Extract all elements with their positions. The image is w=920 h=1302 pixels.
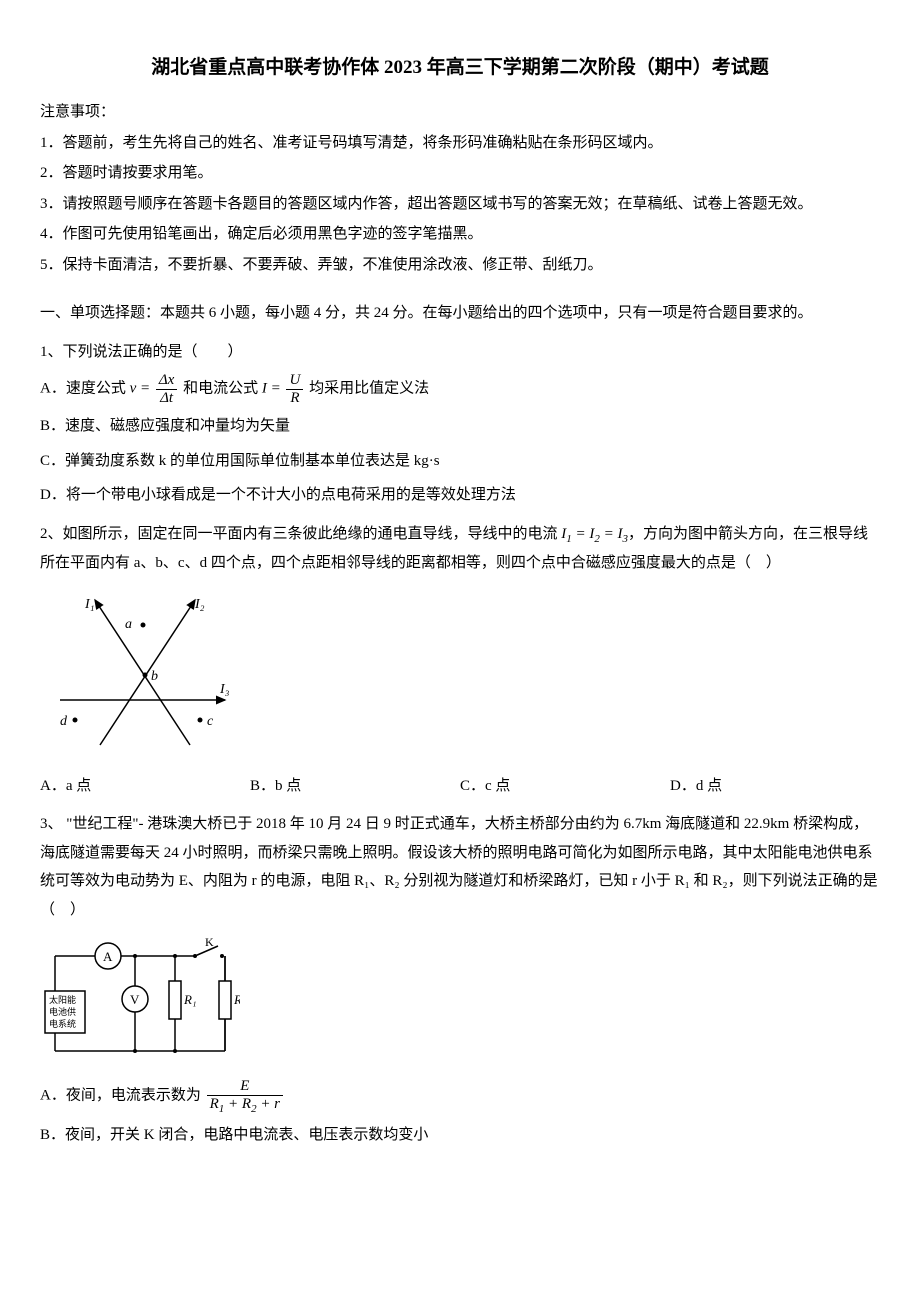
q1-optA-mid: 和电流公式 [179, 381, 262, 397]
q3-label-R2: R₂ [233, 992, 240, 1007]
q3-label-box3: 电系统 [49, 1018, 76, 1029]
notice-label: 注意事项： [40, 98, 880, 127]
q2-label-I2: I₂ [194, 597, 205, 612]
q2-optA: A．a 点 [40, 772, 250, 801]
notice-4: 4．作图可先使用铅笔画出，确定后必须用黑色字迹的签字笔描黑。 [40, 220, 880, 249]
q2-label-I3: I₃ [219, 682, 230, 697]
q1-optD: D．将一个带电小球看成是一个不计大小的点电荷采用的是等效处理方法 [40, 481, 880, 510]
exam-title: 湖北省重点高中联考协作体 2023 年高三下学期第二次阶段（期中）考试题 [40, 50, 880, 86]
q1-optC: C．弹簧劲度系数 k 的单位用国际单位制基本单位表达是 kg·s [40, 447, 880, 476]
q2-optD: D．d 点 [670, 772, 880, 801]
q1-optB: B．速度、磁感应强度和冲量均为矢量 [40, 412, 880, 441]
q2-stem-pre: 2、如图所示，固定在同一平面内有三条彼此绝缘的通电直导线，导线中的电流 [40, 526, 561, 542]
notice-2: 2．答题时请按要求用笔。 [40, 159, 880, 188]
q2-label-d: d [60, 714, 68, 729]
q3-label-box1: 太阳能 [49, 994, 76, 1005]
section1-header: 一、单项选择题：本题共 6 小题，每小题 4 分，共 24 分。在每小题给出的四… [40, 299, 880, 328]
notice-5: 5．保持卡面清洁，不要折暴、不要弄破、弄皱，不准使用涂改液、修正带、刮纸刀。 [40, 251, 880, 280]
q2-label-c: c [207, 714, 214, 729]
q3-optB: B．夜间，开关 K 闭合，电路中电流表、电压表示数均变小 [40, 1121, 880, 1150]
q2-optB: B．b 点 [250, 772, 460, 801]
q3-label-K: K [205, 936, 214, 949]
q3-label-R1: R₁ [183, 992, 196, 1007]
notice-1: 1．答题前，考生先将自己的姓名、准考证号码填写清楚，将条形码准确粘贴在条形码区域… [40, 129, 880, 158]
q3-diagram: A K 太阳能 电池供 电系统 V R₁ R₂ [40, 936, 880, 1066]
q1-optA: A．速度公式 v = ΔxΔt 和电流公式 I = UR 均采用比值定义法 [40, 372, 880, 406]
q1-stem: 1、下列说法正确的是（ ） [40, 338, 880, 367]
q2-label-a: a [125, 617, 132, 632]
q2-diagram: I₁ I₂ I₃ a b c d [40, 590, 880, 760]
q3-optA-pre: A．夜间，电流表示数为 [40, 1088, 205, 1104]
notice-3: 3．请按照题号顺序在答题卡各题目的答题区域内作答，超出答题区域书写的答案无效；在… [40, 190, 880, 219]
q3-label-A: A [103, 949, 113, 964]
q2-label-b: b [151, 669, 158, 684]
q1-optA-post: 均采用比值定义法 [305, 381, 429, 397]
q2-stem: 2、如图所示，固定在同一平面内有三条彼此绝缘的通电直导线，导线中的电流 I1 =… [40, 520, 880, 578]
q2-label-I1: I₁ [84, 597, 95, 612]
q1-optA-pre: A．速度公式 [40, 381, 130, 397]
q3-stem: 3、 "世纪工程"- 港珠澳大桥已于 2018 年 10 月 24 日 9 时正… [40, 810, 880, 924]
q2-options: A．a 点 B．b 点 C．c 点 D．d 点 [40, 772, 880, 801]
q3-label-V: V [130, 992, 140, 1007]
q2-optC: C．c 点 [460, 772, 670, 801]
q3-optA: A．夜间，电流表示数为 ER1 + R2 + r [40, 1078, 880, 1115]
q3-label-box2: 电池供 [49, 1006, 76, 1017]
